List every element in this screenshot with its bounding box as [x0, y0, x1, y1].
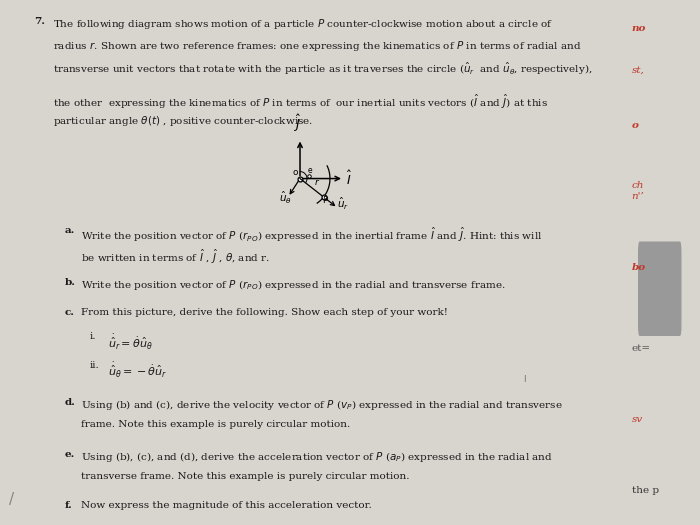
Text: o: o [293, 168, 298, 177]
Text: a.: a. [65, 226, 76, 235]
Text: e.: e. [65, 449, 76, 458]
Text: 7.: 7. [34, 17, 45, 26]
Text: f.: f. [65, 501, 73, 510]
Text: I: I [524, 375, 526, 384]
Text: transverse unit vectors that rotate with the particle as it traverses the circle: transverse unit vectors that rotate with… [52, 61, 592, 77]
Text: o: o [631, 121, 638, 130]
Text: $\hat{J}$: $\hat{J}$ [293, 113, 301, 134]
Text: r: r [314, 178, 318, 187]
Text: st,: st, [631, 66, 644, 75]
Text: Using (b), (c), and (d), derive the acceleration vector of $P$ ($a_P$) expressed: Using (b), (c), and (d), derive the acce… [80, 449, 552, 464]
Text: Now express the magnitude of this acceleration vector.: Now express the magnitude of this accele… [80, 501, 371, 510]
Text: $\hat{I}$: $\hat{I}$ [346, 170, 351, 187]
Text: the other  expressing the kinematics of $P$ in terms of  our inertial units vect: the other expressing the kinematics of $… [52, 92, 547, 111]
Text: i.: i. [90, 332, 97, 341]
Text: particular angle $\theta(t)$ , positive counter-clockwise.: particular angle $\theta(t)$ , positive … [52, 114, 313, 129]
Text: The following diagram shows motion of a particle $P$ counter-clockwise motion ab: The following diagram shows motion of a … [52, 17, 553, 31]
Text: ii.: ii. [90, 361, 99, 370]
Text: /: / [9, 491, 15, 507]
Text: e: e [308, 166, 313, 175]
Text: Write the position vector of $P$ ($r_{PO}$) expressed in the inertial frame $\ha: Write the position vector of $P$ ($r_{PO… [80, 226, 542, 244]
Text: bo: bo [631, 262, 645, 271]
Text: Write the position vector of $P$ ($r_{PO}$) expressed in the radial and transver: Write the position vector of $P$ ($r_{PO… [80, 278, 505, 292]
Text: $\hat{u}_r$: $\hat{u}_r$ [337, 196, 349, 212]
Text: the p: the p [631, 486, 659, 495]
Text: $\dot{\hat{u}}_\theta = -\dot{\theta}\hat{u}_r$: $\dot{\hat{u}}_\theta = -\dot{\theta}\ha… [108, 361, 167, 381]
Text: Using (b) and (c), derive the velocity vector of $P$ ($v_P$) expressed in the ra: Using (b) and (c), derive the velocity v… [80, 397, 562, 412]
Text: et=: et= [631, 344, 651, 353]
Text: c.: c. [65, 308, 75, 317]
Text: ch
n'’: ch n'’ [631, 181, 644, 201]
FancyBboxPatch shape [638, 242, 682, 336]
Text: P: P [322, 196, 328, 205]
Text: no: no [631, 24, 646, 33]
Text: d.: d. [65, 397, 76, 406]
Text: frame. Note this example is purely circular motion.: frame. Note this example is purely circu… [80, 419, 350, 428]
Text: $\dot{\hat{u}}_r = \dot{\theta}\hat{u}_\theta$: $\dot{\hat{u}}_r = \dot{\theta}\hat{u}_\… [108, 332, 153, 352]
Text: b.: b. [65, 278, 76, 287]
Text: transverse frame. Note this example is purely circular motion.: transverse frame. Note this example is p… [80, 471, 409, 480]
Text: be written in terms of $\hat{I}$ , $\hat{J}$ , $\theta$, and r.: be written in terms of $\hat{I}$ , $\hat… [80, 248, 270, 266]
Text: radius $r$. Shown are two reference frames: one expressing the kinematics of $P$: radius $r$. Shown are two reference fram… [52, 39, 581, 53]
Text: $\hat{u}_\theta$: $\hat{u}_\theta$ [279, 190, 292, 206]
Text: From this picture, derive the following. Show each step of your work!: From this picture, derive the following.… [80, 308, 447, 317]
Text: sv: sv [631, 415, 643, 424]
